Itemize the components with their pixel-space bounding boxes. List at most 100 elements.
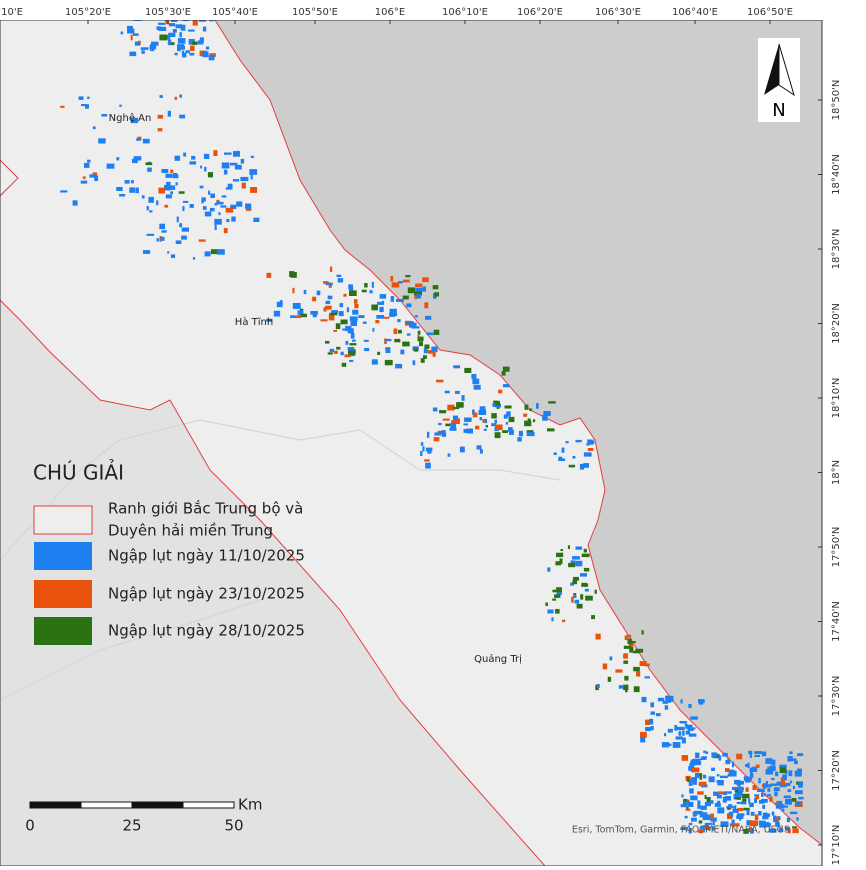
flood-patch [177,44,185,50]
flood-patch [690,716,698,720]
flood-patch [198,239,206,242]
flood-patch [425,447,433,452]
flood-patch [157,114,163,119]
flood-patch [345,340,349,345]
flood-patch [201,200,204,204]
flood-patch [698,820,703,824]
flood-patch [423,355,427,359]
flood-patch [762,804,766,809]
longitude-label: 106°E [375,7,405,18]
flood-patch [548,401,556,404]
flood-patch [681,755,689,761]
flood-patch [395,363,403,369]
flood-patch [702,814,711,821]
flood-patch [174,52,178,56]
flood-patch [769,765,776,772]
flood-patch [771,777,775,781]
flood-patch [779,767,787,774]
flood-patch [583,567,590,572]
legend-swatch [34,542,92,570]
flood-patch [161,230,167,233]
flood-patch [568,464,576,468]
flood-patch [580,573,587,577]
flood-patch [769,796,773,802]
flood-patch [290,271,297,278]
flood-patch [179,32,182,38]
place-labels: Nghệ An Hà Tĩnh Quảng Trị [109,112,522,665]
flood-patch [764,813,770,817]
flood-patch [690,760,696,766]
flood-patch [330,312,338,316]
flood-patch [693,758,701,765]
flood-patch [776,781,784,786]
flood-patch [742,793,750,799]
flood-patch [792,826,797,829]
flood-patch [338,311,344,317]
flood-patch [207,172,213,178]
flood-patch [94,175,99,181]
flood-patch [230,204,237,209]
flood-patch [797,753,804,757]
flood-patch [391,282,400,288]
flood-patch [773,815,777,820]
flood-patch [145,162,153,166]
flood-patch [664,733,667,737]
flood-patch [786,817,790,823]
flood-patch [682,730,685,736]
flood-patch [482,419,486,423]
flood-patch [690,795,698,801]
flood-patch [782,808,785,812]
scale-segment [29,801,82,809]
flood-patch [768,828,777,833]
flood-patch [640,736,646,743]
longitude-label: 105°50'E [292,7,338,18]
attribution: Esri, TomTom, Garmin, FAO, METI/NASA, US… [572,825,790,836]
flood-patch [439,410,447,414]
flood-patch [420,442,424,446]
flood-patch [697,800,701,804]
flood-patch [792,828,799,834]
flood-patch [532,419,536,423]
flood-patch [573,576,579,581]
latitude-label: 17°10'N [831,825,842,866]
latitude-label: 17°30'N [831,676,842,717]
flood-patch [711,767,715,771]
flood-patch [253,217,260,222]
flood-patch [390,276,394,282]
flood-patch [231,216,236,222]
flood-patch [626,634,632,638]
flood-patch [190,45,195,51]
flood-patch [176,216,179,223]
admin-line [0,419,561,701]
flood-patch [210,193,215,198]
flood-patch [672,742,681,748]
flood-patch [552,598,557,601]
flood-patch [769,783,777,786]
flood-patch [767,788,771,792]
flood-patch [147,167,152,172]
flood-patch [725,791,732,794]
flood-patch [438,422,442,426]
flood-patch [574,599,580,604]
flood-patch [453,407,460,410]
flood-patch [679,721,687,724]
flood-patch [502,384,510,388]
flood-patch [774,802,779,805]
flood-patch [748,750,753,755]
flood-patch [526,430,534,433]
top-strip [0,0,866,20]
flood-patch [503,414,508,419]
flood-patch [371,281,374,288]
flood-patch [508,427,513,432]
flood-patch [763,783,767,789]
flood-patch [120,31,124,35]
flood-patch [710,800,714,804]
flood-patch [780,780,786,786]
flood-patch [224,152,232,155]
flood-patch [575,546,583,550]
flood-patch [720,821,729,827]
flood-patch [393,328,398,335]
flood-patch [328,314,335,321]
flood-patch [459,446,465,453]
flood-patch [686,806,689,810]
